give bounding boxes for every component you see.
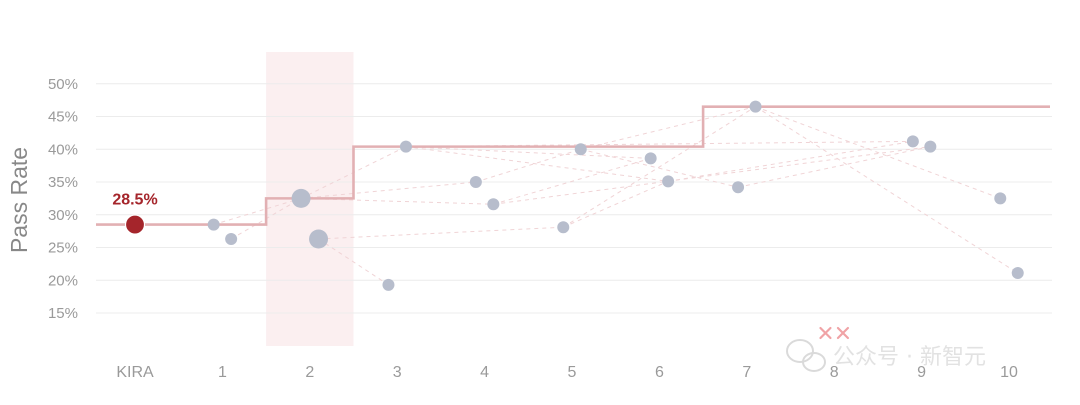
connection-line [318,238,389,286]
x-tick-label: 5 [568,364,577,381]
data-point [732,181,745,194]
connection-line [493,146,931,205]
data-point [309,229,329,249]
data-point [487,198,500,211]
x-tick-label: 2 [305,364,314,381]
connection-line [301,181,476,199]
connection-line [737,146,931,188]
points-layer: 28.5% [112,100,1024,340]
data-point [225,232,238,245]
y-axis-label: Pass Rate [6,147,32,253]
frontier-step-layer [96,105,1050,226]
x-tick-label: 1 [218,364,227,381]
grid-layer [96,83,1052,314]
connection-line [563,180,669,228]
data-point [207,218,220,231]
baseline-point [124,214,146,235]
connection-line [580,148,739,188]
failed-marker [836,326,850,340]
y-tick-label: 45% [48,109,78,126]
y-tick-label: 15% [48,305,78,322]
connection-line [405,146,651,159]
data-point [469,176,482,188]
connection-line [755,106,1019,274]
y-tick-label: 20% [48,272,78,289]
wechat-icon [786,339,826,372]
y-tick-label: 40% [48,141,78,158]
baseline-value-label: 28.5% [112,192,157,209]
data-point [382,278,395,291]
connection-line [318,226,564,240]
data-point [906,135,919,148]
x-tick-label: 3 [393,364,402,381]
connection-line [562,106,756,228]
data-point [924,140,937,153]
data-point [994,192,1007,205]
data-point [749,100,762,113]
x-tick-label: 10 [1000,364,1018,381]
x-tick-label: 4 [480,364,489,381]
y-tick-label: 30% [48,207,78,224]
frontier-step-line [96,105,1050,226]
data-point [399,140,412,153]
y-tick-label: 50% [48,76,78,93]
connection-line [755,106,1001,199]
connection-line [668,140,913,182]
data-point [557,221,570,234]
x-tick-label: 6 [655,364,664,381]
connection-line [580,106,756,150]
y-tick-label: 25% [48,240,78,257]
y-tick-label: 35% [48,174,78,191]
x-tick-label: KIRA [116,364,154,381]
watermark-text: 公众号 · 新智元 [833,345,986,370]
connection-line [475,148,581,183]
watermark: 公众号 · 新智元 [786,339,986,372]
data-point [291,188,311,208]
data-point [574,143,587,156]
data-point [662,175,675,188]
data-point [1011,267,1024,280]
x-tick-label: 7 [742,364,751,381]
connection-line [405,146,669,182]
failed-marker [819,326,832,340]
x-tick-label: 9 [917,364,926,381]
ticks-layer: 15% 20% 25% 30% 35% 40% 45% 50% KIRA 1 2 3 4 5 6 7 8 9 10 [48,76,1018,381]
x-tick-label: 8 [830,364,839,381]
data-point [644,152,657,165]
connection-line [493,157,651,205]
